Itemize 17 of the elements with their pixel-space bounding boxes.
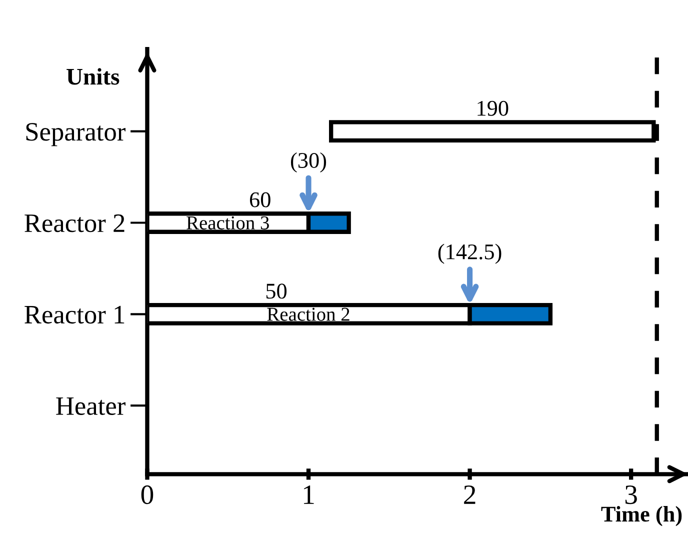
annotation: (142.5): [438, 244, 502, 264]
y-axis-title: Units: [66, 68, 120, 85]
x-tick-label: 2: [464, 485, 476, 504]
annotation: Reaction 3: [186, 216, 269, 230]
x-tick-label: 0: [141, 485, 154, 504]
x-tick-label: 1: [304, 486, 314, 504]
y-tick-label: Reactor 1: [24, 306, 124, 324]
y-tick-label: Heater: [56, 397, 126, 415]
x-tick-label: 3: [625, 485, 637, 504]
x-axis-title: Time (h): [601, 506, 682, 526]
y-tick-label: Separator: [26, 123, 126, 146]
annotation: Reaction 2: [267, 308, 350, 321]
y-tick-label: Reactor 2: [24, 214, 124, 232]
annotation: 50: [266, 284, 287, 299]
annotation: 190: [478, 100, 508, 116]
annotation: 60: [250, 192, 270, 208]
annotation: (30): [290, 152, 326, 172]
